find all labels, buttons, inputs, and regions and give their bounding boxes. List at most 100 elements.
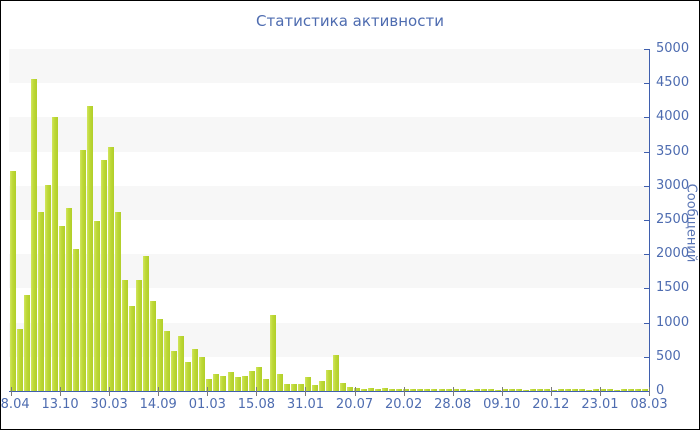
bar <box>403 388 410 391</box>
bar <box>544 389 550 391</box>
y-axis-tick <box>644 83 650 85</box>
grid-band <box>9 83 649 118</box>
bar <box>558 389 565 391</box>
x-axis-tick <box>109 387 111 396</box>
bar <box>248 371 255 391</box>
bar <box>424 388 431 391</box>
bar <box>79 150 86 391</box>
x-axis-tick <box>207 387 209 396</box>
bar <box>220 375 227 391</box>
bar <box>536 388 543 391</box>
bar <box>93 220 100 391</box>
bar <box>234 377 241 391</box>
x-axis-tick <box>60 387 62 396</box>
y-axis-tick-label: 3500 <box>656 143 690 159</box>
bar <box>551 389 558 391</box>
bar <box>178 336 185 391</box>
bar <box>65 207 72 391</box>
y-axis-tick <box>644 254 650 256</box>
bar <box>136 280 143 391</box>
bar <box>72 248 79 391</box>
chart-title: Статистика активности <box>256 12 444 30</box>
y-axis-tick <box>644 49 650 50</box>
bar <box>515 389 522 391</box>
y-axis-tick <box>644 117 650 119</box>
bar <box>389 388 396 391</box>
bar <box>572 389 579 391</box>
bar <box>375 388 382 391</box>
x-axis-tick-label: 13.10 <box>41 397 79 412</box>
bar <box>347 386 354 391</box>
x-axis-tick <box>256 387 258 396</box>
bar <box>157 319 164 391</box>
bar <box>565 388 572 391</box>
bar <box>410 388 417 391</box>
y-axis-tick <box>644 288 650 290</box>
x-axis-tick <box>501 387 503 396</box>
y-axis-tick-label: 2500 <box>656 212 690 227</box>
bar <box>333 355 340 391</box>
x-axis-tick <box>452 387 454 396</box>
bar <box>30 79 37 391</box>
bar <box>37 211 44 391</box>
x-axis-tick <box>354 387 356 396</box>
bar <box>227 371 234 391</box>
bar <box>114 211 121 391</box>
bar <box>593 389 600 391</box>
x-axis-tick-label: 14.09 <box>139 397 177 412</box>
bar <box>438 388 445 391</box>
bar <box>508 388 515 391</box>
bar <box>445 389 452 391</box>
bar <box>522 389 529 391</box>
x-axis-tick-label: 09.10 <box>483 397 521 412</box>
bar <box>304 377 311 391</box>
bar <box>340 382 347 391</box>
bar <box>58 226 65 391</box>
bar <box>431 389 438 391</box>
grid-band <box>9 117 649 152</box>
bar <box>23 295 30 391</box>
x-axis-tick-label: 23.01 <box>581 397 619 412</box>
y-axis-tick <box>644 185 650 187</box>
y-axis-tick <box>644 220 650 221</box>
x-axis-tick <box>649 387 650 396</box>
plot-area <box>9 49 649 391</box>
bar <box>283 383 290 391</box>
bar <box>487 388 494 391</box>
y-axis-tick-label: 0 <box>656 383 665 398</box>
x-axis-tick-label: 20.12 <box>532 397 570 412</box>
bar <box>396 389 403 391</box>
grid-band <box>9 151 649 186</box>
bar <box>417 389 424 391</box>
bar <box>122 280 129 391</box>
bar <box>185 361 192 391</box>
bar <box>628 388 635 391</box>
bar <box>480 389 487 391</box>
x-axis-tick <box>599 387 601 396</box>
bar <box>290 384 297 391</box>
y-axis-tick-label: 4500 <box>656 75 690 91</box>
bar <box>459 389 466 391</box>
bar <box>361 388 368 391</box>
y-axis-tick-label: 5000 <box>656 41 690 56</box>
x-axis-tick-label: 08.03 <box>630 397 668 412</box>
bar <box>150 300 157 391</box>
bar <box>213 373 220 391</box>
bar <box>241 375 248 391</box>
bar <box>206 378 213 391</box>
bar <box>171 350 178 391</box>
bar <box>107 146 114 391</box>
bar <box>51 116 58 391</box>
y-axis-tick-label: 3000 <box>656 177 690 193</box>
bar <box>325 370 332 391</box>
bar <box>614 389 621 391</box>
y-axis-tick <box>644 151 650 153</box>
bar <box>382 388 389 391</box>
bar <box>143 255 150 391</box>
bar <box>311 384 318 391</box>
y-axis-tick-label: 4000 <box>656 109 690 125</box>
bar <box>255 367 262 391</box>
bar <box>600 388 607 391</box>
x-axis-tick-label: 31.01 <box>286 397 325 412</box>
x-axis-tick-label: 30.03 <box>90 397 128 412</box>
